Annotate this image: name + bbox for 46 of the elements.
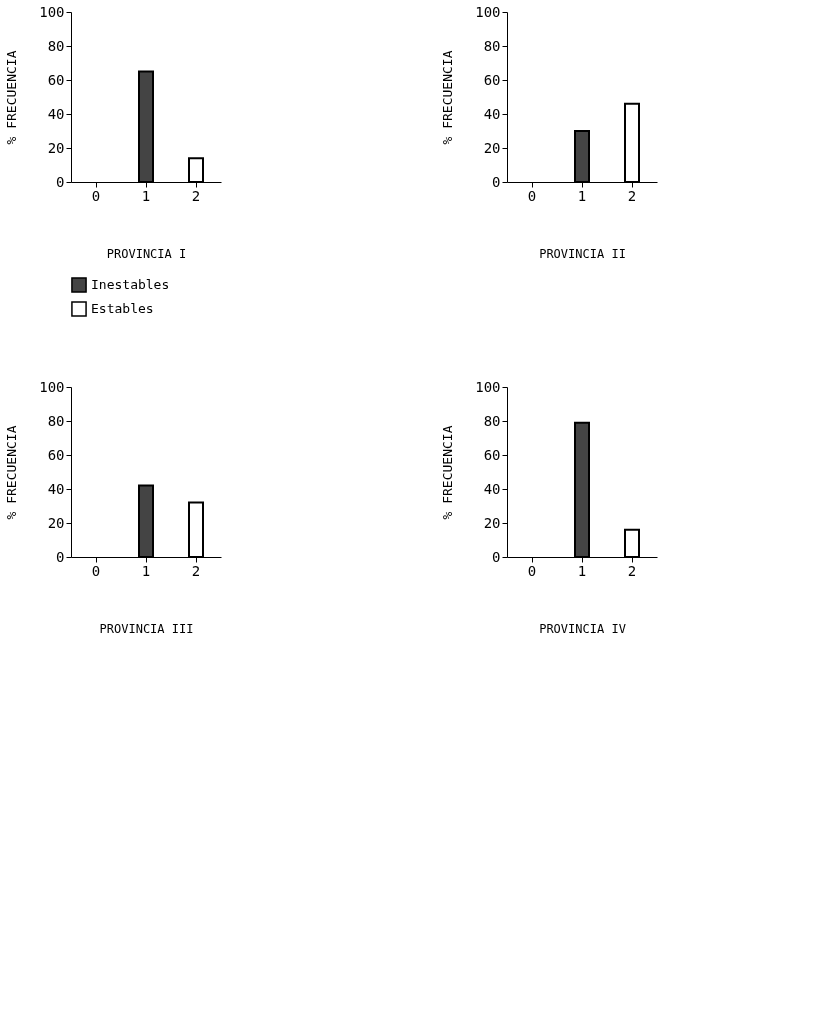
x-tick-label: 1 xyxy=(141,187,151,204)
y-axis-title: % FRECUENCIA xyxy=(4,425,20,520)
x-tick-label: 0 xyxy=(527,562,537,579)
x-axis-title: PROVINCIA IV xyxy=(539,621,626,636)
y-tick-label: 40 xyxy=(47,480,65,497)
y-tick-label: 20 xyxy=(47,139,65,156)
y-tick-label: 60 xyxy=(47,446,65,463)
y-tick-label: 80 xyxy=(47,412,65,429)
y-tick-label: 60 xyxy=(483,446,501,463)
x-tick-label: 2 xyxy=(191,562,201,579)
y-tick-label: 100 xyxy=(39,3,65,20)
y-tick-label: 40 xyxy=(483,480,501,497)
y-tick-label: 60 xyxy=(47,71,65,88)
y-tick-label: 0 xyxy=(56,173,65,190)
x-axis-title: PROVINCIA III xyxy=(99,621,194,636)
x-tick-label: 1 xyxy=(577,562,587,579)
y-axis-title: % FRECUENCIA xyxy=(440,50,456,145)
x-tick-label: 1 xyxy=(141,562,151,579)
y-axis-title: % FRECUENCIA xyxy=(4,50,20,145)
y-tick-label: 100 xyxy=(475,378,501,395)
y-axis-title: % FRECUENCIA xyxy=(440,425,456,520)
y-tick-label: 40 xyxy=(47,105,65,122)
x-tick-label: 2 xyxy=(627,562,637,579)
x-tick-label: 0 xyxy=(91,562,101,579)
y-tick-label: 60 xyxy=(483,71,501,88)
y-tick-label: 80 xyxy=(483,412,501,429)
y-tick-label: 100 xyxy=(39,378,65,395)
x-tick-label: 2 xyxy=(191,187,201,204)
x-tick-label: 2 xyxy=(627,187,637,204)
y-tick-label: 20 xyxy=(483,139,501,156)
x-tick-label: 0 xyxy=(91,187,101,204)
x-axis-title: PROVINCIA II xyxy=(539,246,626,261)
x-axis-title: PROVINCIA I xyxy=(106,246,187,261)
y-tick-label: 80 xyxy=(483,37,501,54)
y-tick-label: 100 xyxy=(475,3,501,20)
legend-label: Estables xyxy=(91,301,154,316)
y-tick-label: 0 xyxy=(492,173,501,190)
y-tick-label: 20 xyxy=(47,514,65,531)
y-tick-label: 0 xyxy=(56,548,65,565)
y-tick-label: 80 xyxy=(47,37,65,54)
y-tick-label: 20 xyxy=(483,514,501,531)
legend-label: Inestables xyxy=(91,277,170,292)
y-tick-label: 40 xyxy=(483,105,501,122)
y-tick-label: 0 xyxy=(492,548,501,565)
x-tick-label: 0 xyxy=(527,187,537,204)
x-tick-label: 1 xyxy=(577,187,587,204)
